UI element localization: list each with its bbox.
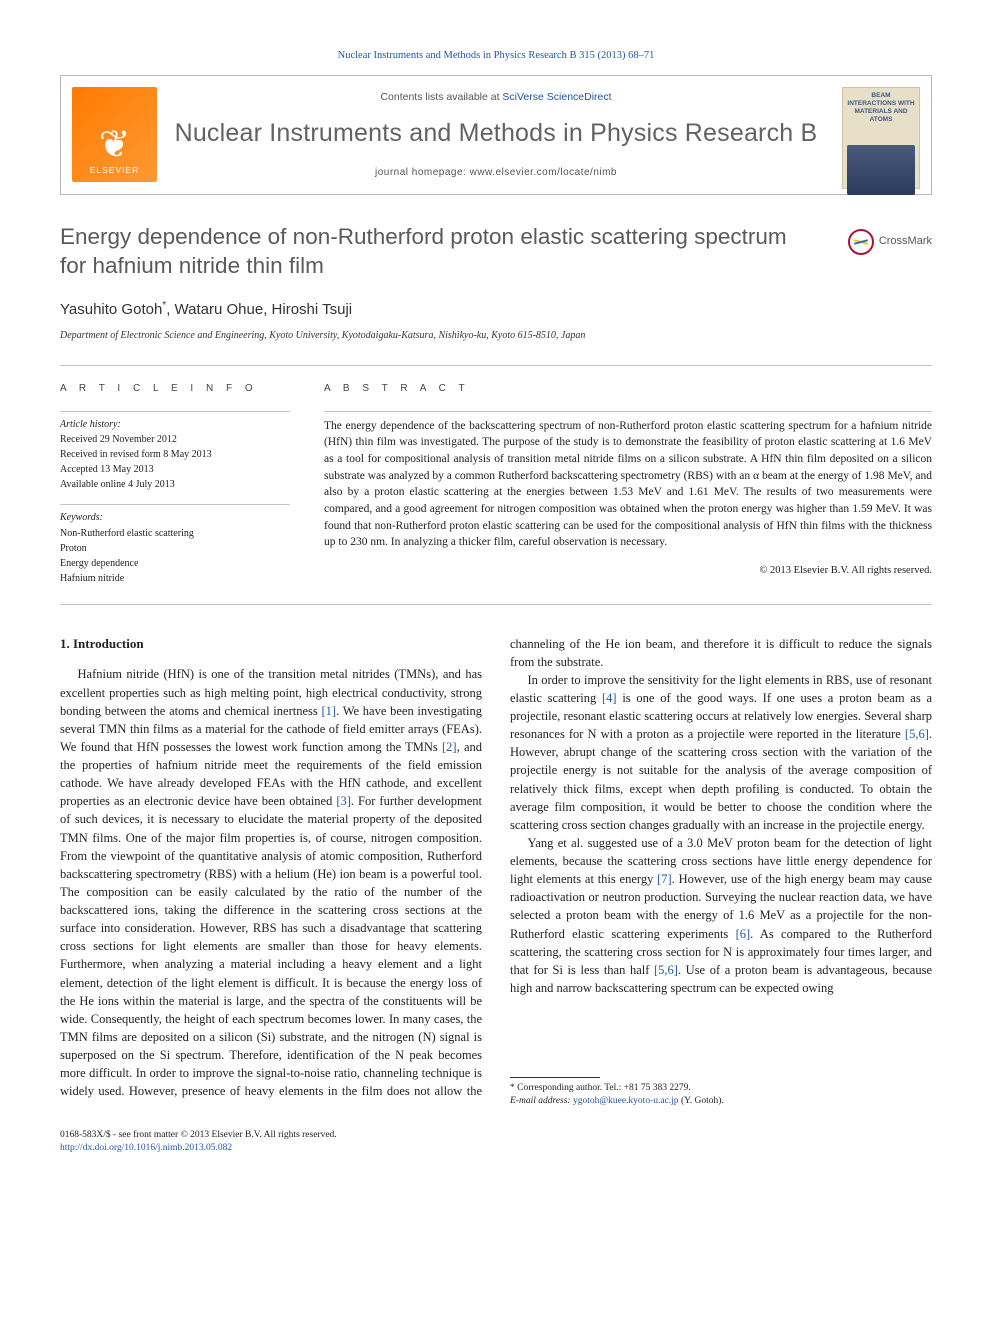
elsevier-brand-label: ELSEVIER xyxy=(90,164,140,176)
ref-link-56b[interactable]: [5,6] xyxy=(654,963,678,977)
elsevier-tree-icon: ❦ xyxy=(99,126,131,164)
elsevier-logo[interactable]: ❦ ELSEVIER xyxy=(72,87,157,182)
section-1-heading: 1. Introduction xyxy=(60,635,482,654)
author-3[interactable]: Hiroshi Tsuji xyxy=(272,301,353,318)
article-info-heading: A R T I C L E I N F O xyxy=(60,382,290,397)
cover-image-placeholder xyxy=(847,145,915,195)
journal-header: ❦ ELSEVIER BEAM INTERACTIONS WITH MATERI… xyxy=(60,75,932,195)
article-title: Energy dependence of non-Rutherford prot… xyxy=(60,223,800,281)
homepage-prefix: journal homepage: xyxy=(375,167,470,178)
doi-link[interactable]: http://dx.doi.org/10.1016/j.nimb.2013.05… xyxy=(60,1143,232,1153)
sciencedirect-link[interactable]: SciVerse ScienceDirect xyxy=(502,91,611,103)
history-label: Article history: xyxy=(60,418,290,433)
contents-prefix: Contents lists available at xyxy=(380,91,502,103)
paragraph-4: Yang et al. suggested use of a 3.0 MeV p… xyxy=(510,834,932,997)
history-revised: Received in revised form 8 May 2013 xyxy=(60,447,290,462)
ref-link-3[interactable]: [3] xyxy=(336,794,351,808)
author-list: Yasuhito Gotoh*, Wataru Ohue, Hiroshi Ts… xyxy=(60,299,932,321)
keyword-3: Energy dependence xyxy=(60,556,290,571)
history-accepted: Accepted 13 May 2013 xyxy=(60,462,290,477)
footnote-text: Corresponding author. Tel.: +81 75 383 2… xyxy=(515,1083,691,1093)
keywords-label: Keywords: xyxy=(60,511,290,526)
author-1[interactable]: Yasuhito Gotoh xyxy=(60,301,162,318)
issn-line: 0168-583X/$ - see front matter © 2013 El… xyxy=(60,1129,932,1142)
divider xyxy=(60,411,290,412)
abstract-heading: A B S T R A C T xyxy=(324,382,932,397)
journal-cover-thumbnail[interactable]: BEAM INTERACTIONS WITH MATERIALS AND ATO… xyxy=(842,87,920,189)
crossmark-widget[interactable]: CrossMark xyxy=(848,229,932,255)
copyright-line: © 2013 Elsevier B.V. All rights reserved… xyxy=(324,563,932,578)
text-span: . However, abrupt change of the scatteri… xyxy=(510,727,932,832)
ref-link-2[interactable]: [2] xyxy=(442,740,457,754)
divider xyxy=(60,604,932,605)
article-info-column: A R T I C L E I N F O Article history: R… xyxy=(60,382,290,586)
journal-name: Nuclear Instruments and Methods in Physi… xyxy=(171,115,821,151)
page-footer: 0168-583X/$ - see front matter © 2013 El… xyxy=(60,1129,932,1156)
citation-line: Nuclear Instruments and Methods in Physi… xyxy=(60,48,932,63)
keyword-2: Proton xyxy=(60,541,290,556)
history-online: Available online 4 July 2013 xyxy=(60,477,290,492)
abstract-column: A B S T R A C T The energy dependence of… xyxy=(324,382,932,586)
journal-homepage-link[interactable]: www.elsevier.com/locate/nimb xyxy=(470,167,617,178)
journal-homepage-line: journal homepage: www.elsevier.com/locat… xyxy=(171,166,821,181)
ref-link-7[interactable]: [7] xyxy=(657,872,672,886)
footnote-separator xyxy=(510,1077,600,1078)
ref-link-6[interactable]: [6] xyxy=(736,927,751,941)
corresponding-email-link[interactable]: ygotoh@kuee.kyoto-u.ac.jp xyxy=(573,1096,679,1106)
author-2[interactable]: Wataru Ohue xyxy=(175,301,264,318)
keyword-1: Non-Rutherford elastic scattering xyxy=(60,526,290,541)
ref-link-4[interactable]: [4] xyxy=(602,691,617,705)
text-span: . For further development of such device… xyxy=(60,794,482,1026)
cover-text: BEAM INTERACTIONS WITH MATERIALS AND ATO… xyxy=(847,92,915,123)
contents-available-line: Contents lists available at SciVerse Sci… xyxy=(171,90,821,105)
body-two-column: 1. Introduction Hafnium nitride (HfN) is… xyxy=(60,635,932,1109)
divider xyxy=(60,504,290,505)
ref-link-56a[interactable]: [5,6] xyxy=(905,727,929,741)
ref-link-1[interactable]: [1] xyxy=(321,704,336,718)
corresponding-mark: * xyxy=(162,300,166,311)
history-received: Received 29 November 2012 xyxy=(60,432,290,447)
paragraph-3: In order to improve the sensitivity for … xyxy=(510,671,932,834)
email-label: E-mail address: xyxy=(510,1096,573,1106)
crossmark-icon xyxy=(848,229,874,255)
abstract-text: The energy dependence of the backscatter… xyxy=(324,418,932,551)
keyword-4: Hafnium nitride xyxy=(60,571,290,586)
affiliation: Department of Electronic Science and Eng… xyxy=(60,329,932,344)
corresponding-footnote: * Corresponding author. Tel.: +81 75 383… xyxy=(510,1082,932,1109)
divider xyxy=(324,411,932,412)
crossmark-label: CrossMark xyxy=(879,234,932,250)
email-who: (Y. Gotoh). xyxy=(679,1096,724,1106)
